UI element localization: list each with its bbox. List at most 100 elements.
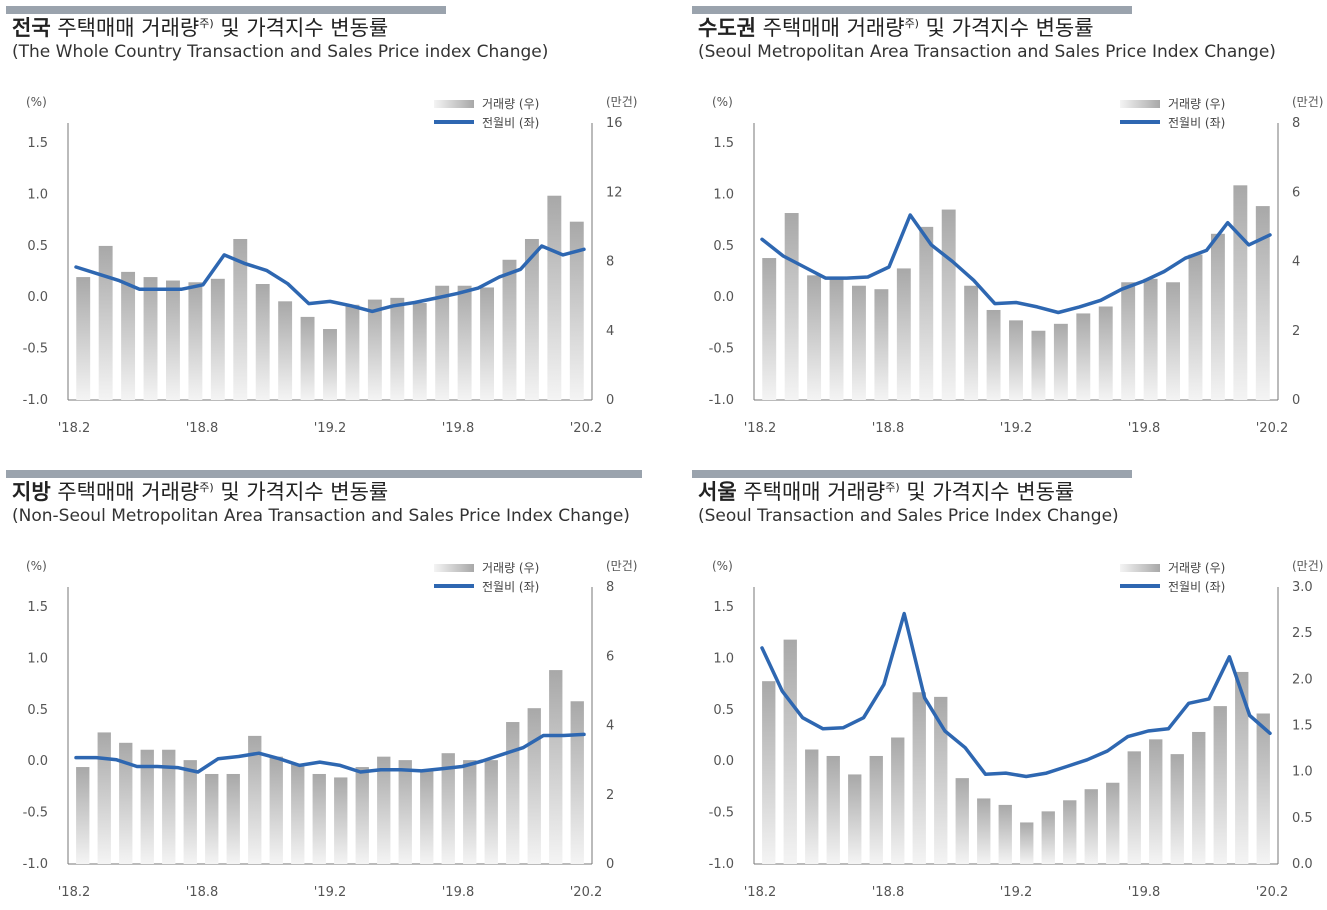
volume-bar [398,760,412,864]
left-tick-label: 0.0 [27,754,48,769]
volume-bar [869,755,883,864]
volume-bar [955,778,969,864]
left-tick-label: 0.0 [713,754,734,769]
right-tick-label: 0 [606,393,614,408]
left-tick-label: -0.5 [23,342,48,357]
volume-bar [323,329,337,400]
chart-panel-capital-area: 수도권 주택매매 거래량주) 및 가격지수 변동률 (Seoul Metropo… [692,6,1327,446]
x-tick-label: '19.8 [1128,885,1161,900]
left-tick-label: 1.5 [713,136,734,151]
right-tick-label: 3.0 [1292,580,1313,595]
volume-bar [986,309,1001,400]
volume-bar [977,798,991,864]
x-tick-label: '20.2 [570,885,603,900]
x-tick-label: '20.2 [1256,885,1289,900]
legend-volume-swatch [1120,564,1160,572]
left-tick-label: 1.5 [27,136,48,151]
volume-bar [527,708,541,864]
left-tick-label: 0.5 [27,239,48,254]
chart-title: 전국 주택매매 거래량주) 및 가격지수 변동률 [12,16,389,40]
volume-bar [420,770,434,864]
x-tick-label: '19.8 [1128,421,1161,436]
volume-bar [441,753,455,864]
volume-bar [480,287,494,400]
x-tick-label: '19.2 [314,421,347,436]
legend-volume-swatch [434,100,474,108]
left-tick-label: -1.0 [709,393,734,408]
chart-title: 서울 주택매매 거래량주) 및 가격지수 변동률 [698,480,1075,504]
volume-bar [805,749,819,864]
volume-bar [1166,282,1180,400]
volume-bar [345,304,360,400]
x-tick-label: '19.8 [442,885,475,900]
volume-bar [874,289,889,400]
volume-bar [549,670,563,864]
right-tick-label: 4 [606,324,614,339]
chart-panel-seoul: 서울 주택매매 거래량주) 및 가격지수 변동률 (Seoul Transact… [692,470,1327,910]
volume-bar [941,209,956,400]
title-bar [692,470,1132,478]
left-axis-unit: (%) [712,95,733,109]
volume-bar [248,735,262,864]
right-tick-label: 8 [606,580,614,595]
volume-bar [255,284,270,400]
volume-bar [998,804,1012,864]
volume-bar [367,299,382,400]
price-change-line [74,244,586,314]
volume-bar [457,285,472,400]
right-tick-label: 0 [1292,393,1300,408]
volume-bar [1031,330,1046,400]
volume-bar [1098,306,1113,400]
legend-volume-label: 거래량 (우) [482,561,539,575]
x-tick-label: '19.2 [314,885,347,900]
volume-bar [807,275,822,400]
volume-bar [1041,811,1055,864]
volume-bar [1009,320,1023,400]
right-axis-unit: (만건) [1292,559,1323,573]
volume-bar [278,301,293,400]
combo-chart: (%) (만건) 1.5 1.0 0.5 0.0 -0.5 -1.0 16 12 8 4 0 '18.2 '… [23,95,638,436]
combo-chart: (%) (만건) 1.5 1.0 0.5 0.0 -0.5 -1.0 3.0 2.5 2.0 1.5 1… [709,559,1324,900]
x-tick-label: '20.2 [570,421,603,436]
right-tick-label: 0.5 [1292,811,1313,826]
right-tick-label: 16 [606,116,623,131]
right-tick-label: 8 [1292,116,1300,131]
volume-bar [784,213,799,400]
legend-volume-swatch [434,564,474,572]
legend-price-label: 전월비 (좌) [1168,580,1225,594]
volume-bar [188,282,203,400]
right-tick-label: 1.0 [1292,765,1313,780]
x-tick-label: '18.2 [744,885,777,900]
x-tick-label: '19.8 [442,421,475,436]
left-tick-label: -1.0 [23,393,48,408]
left-tick-label: 1.0 [713,651,734,666]
volume-bar [312,773,326,864]
volume-bar [1235,671,1249,864]
volume-bar [524,238,539,400]
legend-volume-label: 거래량 (우) [482,97,539,111]
price-change-line [760,213,1272,315]
volume-bar [1233,185,1248,400]
right-axis-unit: (만건) [606,95,637,109]
x-tick-label: '19.2 [1000,421,1033,436]
right-tick-label: 6 [606,649,614,664]
right-tick-label: 0.0 [1292,857,1313,872]
x-tick-label: '18.2 [744,421,777,436]
volume-bar [1121,282,1136,400]
volume-bar [435,285,450,400]
volume-bar [762,258,777,400]
right-tick-label: 0 [606,857,614,872]
left-tick-label: -1.0 [709,857,734,872]
volume-bar [121,271,136,400]
volume-bar [1127,751,1141,864]
volume-bar [919,226,934,400]
left-tick-label: 1.0 [27,651,48,666]
left-tick-label: 0.5 [27,703,48,718]
right-tick-label: 2 [1292,324,1300,339]
combo-chart: (%) (만건) 1.5 1.0 0.5 0.0 -0.5 -1.0 8 6 4 2 0 '18.2 '18… [709,95,1324,436]
volume-bar [1106,782,1120,864]
volume-bar [934,696,948,864]
left-tick-label: 1.5 [27,600,48,615]
volume-bar [852,285,866,400]
price-change-line [74,732,586,774]
